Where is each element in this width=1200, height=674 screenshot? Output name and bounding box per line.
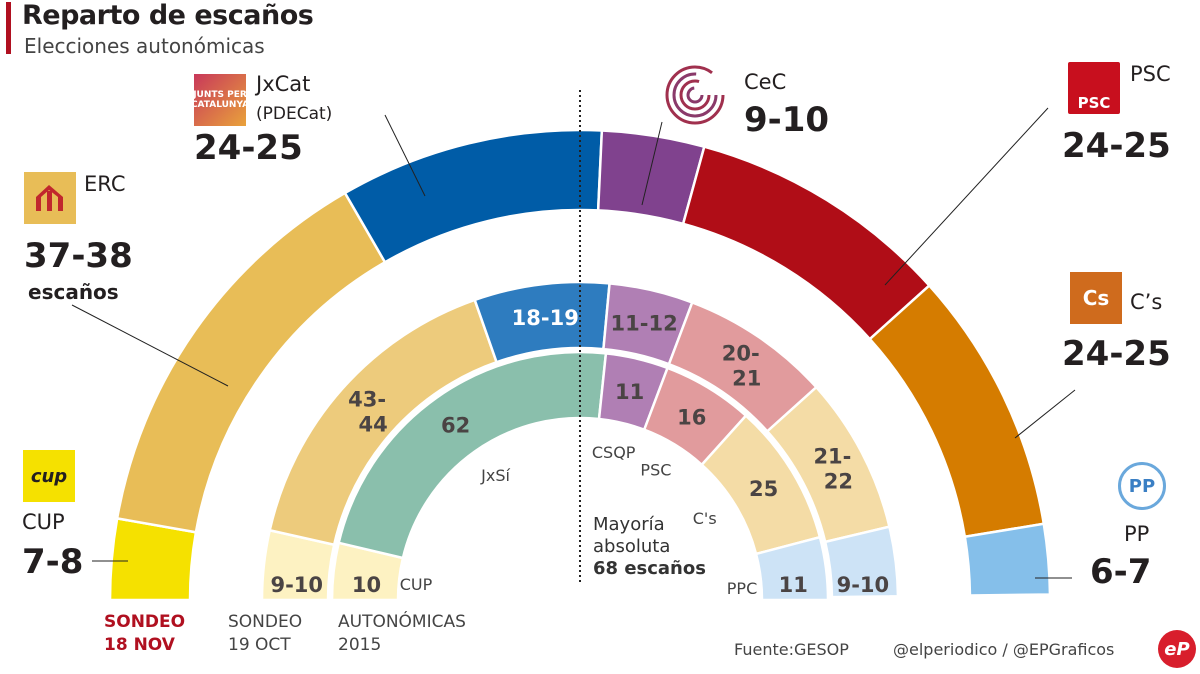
leader-erc xyxy=(71,304,229,387)
ring-legend-middle: SONDEO 19 OCT xyxy=(228,611,302,657)
chart-title: Reparto de escaños xyxy=(22,0,314,31)
cup-logo-icon: cup xyxy=(23,450,75,502)
jxcat-subname: (PDECat) xyxy=(256,104,333,124)
erc-name: ERC xyxy=(84,172,126,196)
leader-lines xyxy=(71,107,1076,579)
pp-logo-icon: PP xyxy=(1118,462,1166,510)
majority-label-line1: Mayoría xyxy=(593,514,665,535)
ring-legend-outer-line2: 18 NOV xyxy=(104,635,175,655)
cec-name: CeC xyxy=(744,70,787,94)
cup-logo-text: cup xyxy=(30,465,68,487)
leader-cec xyxy=(641,121,663,206)
ring-legend-middle-line1: SONDEO xyxy=(228,612,303,632)
majority-label-seats: 68 escaños xyxy=(593,558,706,579)
psc-name: PSC xyxy=(1130,62,1171,86)
ring1-value-label: 9-10 xyxy=(270,573,323,597)
jxcat-logo-icon: JUNTS PER CATALUNYA xyxy=(190,74,250,126)
credit-note: @elperiodico / @EPGraficos xyxy=(893,640,1115,659)
erc-logo-icon xyxy=(24,172,76,224)
ring2-value-label: 11 xyxy=(615,380,644,404)
leader-jxcat xyxy=(384,114,426,197)
pp-logo-text: PP xyxy=(1128,475,1156,497)
cec-logo-icon xyxy=(664,64,726,130)
ring1-value-label: 20-21 xyxy=(722,342,762,391)
ring2-party-label: JxSí xyxy=(480,466,510,485)
elperiodico-logo-text: eP xyxy=(1164,638,1190,660)
cs-name: C’s xyxy=(1130,290,1163,314)
ring-legend-middle-line2: 19 OCT xyxy=(228,635,291,655)
ring-legend-outer: SONDEO 18 NOV xyxy=(104,611,185,657)
erc-unit: escaños xyxy=(28,280,119,304)
jxcat-name: JxCat xyxy=(256,72,311,96)
ring2-segment-ppc xyxy=(754,535,830,602)
jxcat-value: 24-25 xyxy=(194,128,303,168)
pp-value: 6-7 xyxy=(1090,552,1152,592)
ring2-value-label: 11 xyxy=(779,573,808,597)
ring2-value-label: 10 xyxy=(352,573,381,597)
ring2-party-label: CSQP xyxy=(592,443,636,462)
ring-legend-inner-line2: 2015 xyxy=(338,635,382,655)
chart-subtitle: Elecciones autonómicas xyxy=(24,34,265,58)
ring1-value-label: 11-12 xyxy=(611,311,678,335)
ring2-value-label: 16 xyxy=(677,405,706,429)
cs-logo-icon: Cs xyxy=(1070,272,1122,324)
cec-value: 9-10 xyxy=(744,100,830,140)
ring1-value-label: 18-19 xyxy=(512,306,579,330)
ring2-value-label: 62 xyxy=(441,414,470,438)
ring0-segment-pp xyxy=(963,522,1052,597)
leader-psc xyxy=(884,107,1049,286)
cup-name: CUP xyxy=(22,510,65,534)
majority-label: Mayoría absoluta 68 escaños xyxy=(593,514,706,580)
psc-logo-text: PSC xyxy=(1077,94,1111,112)
ring0-segment-jxcat xyxy=(343,128,604,264)
ring1-value-label: 21-22 xyxy=(813,445,853,494)
ring0-segment-cs xyxy=(868,283,1046,539)
psc-logo-icon: PSC xyxy=(1068,62,1120,114)
ring1-segment-pp xyxy=(823,525,900,599)
ring2-party-label: PSC xyxy=(640,460,671,479)
elperiodico-logo-icon: eP xyxy=(1158,630,1196,668)
ring-legend-inner-line1: AUTONÓMICAS xyxy=(338,612,466,632)
leader-cs xyxy=(1014,389,1076,439)
ring1-value-label: 43-44 xyxy=(348,388,388,437)
ring-legend-outer-line1: SONDEO xyxy=(104,612,186,632)
pp-name: PP xyxy=(1124,522,1150,546)
ring2-party-label: PPC xyxy=(727,579,757,598)
cs-value: 24-25 xyxy=(1062,334,1171,374)
jxcat-logo-text: JUNTS PER CATALUNYA xyxy=(190,90,250,110)
ring1-value-label: 9-10 xyxy=(837,573,890,597)
majority-label-line2: absoluta xyxy=(593,536,671,557)
title-accent-bar xyxy=(6,2,11,54)
ring2-party-label: CUP xyxy=(400,575,433,594)
cs-logo-text: Cs xyxy=(1082,286,1110,310)
erc-value: 37-38 xyxy=(24,236,133,276)
psc-value: 24-25 xyxy=(1062,126,1171,166)
cup-value: 7-8 xyxy=(22,542,84,582)
ring0-segment-psc xyxy=(681,145,932,341)
source-note: Fuente:GESOP xyxy=(734,640,849,659)
ring2-value-label: 25 xyxy=(749,477,778,501)
ring2-party-label: C's xyxy=(693,509,717,528)
ring-legend-inner: AUTONÓMICAS 2015 xyxy=(338,611,466,657)
